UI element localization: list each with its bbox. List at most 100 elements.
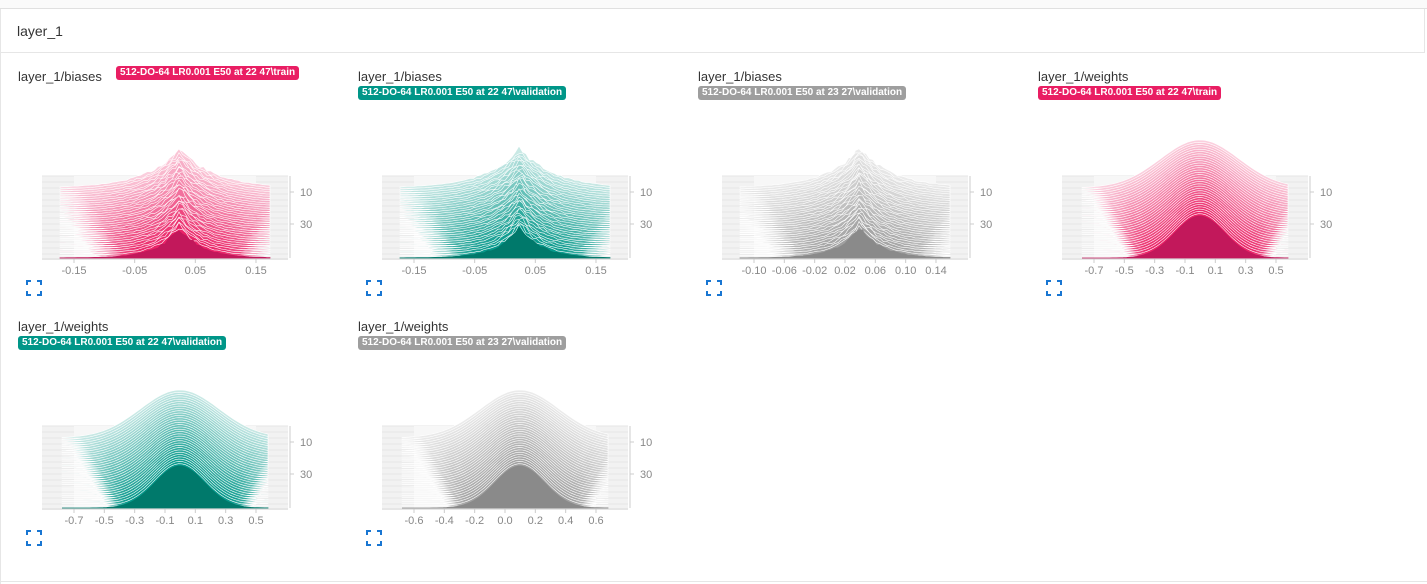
histogram-slice	[739, 222, 951, 252]
y-tick-label: 30	[1320, 219, 1332, 231]
histogram-slice	[739, 215, 951, 248]
x-tick-label: -0.4	[435, 515, 454, 527]
fullscreen-icon[interactable]	[366, 530, 382, 546]
y-tick-label: 30	[300, 469, 312, 481]
x-tick-label: 0.6	[588, 515, 603, 527]
top-strip	[0, 0, 1427, 9]
x-tick-label: -0.3	[1145, 265, 1164, 277]
histogram-card: layer_1/weights 512-DO-64 LR0.001 E50 at…	[1038, 69, 1358, 309]
histogram-slice	[399, 226, 611, 259]
histogram-chart: -0.10 -0.06 -0.02 0.02 0.06 0.10 0.14 10 30	[722, 148, 992, 277]
y-tick-label: 10	[640, 187, 652, 199]
y-tick-label: 30	[640, 219, 652, 231]
histogram-chart: -0.15 -0.05 0.05 0.15 10 30	[42, 148, 312, 277]
group-title: layer_1	[17, 23, 63, 39]
histogram-card: layer_1/weights 512-DO-64 LR0.001 E50 at…	[358, 319, 678, 559]
x-tick-label: 0.5	[248, 515, 263, 527]
run-badge: 512-DO-64 LR0.001 E50 at 23 27\validatio…	[698, 86, 907, 100]
histogram-slice	[402, 465, 609, 509]
histogram-slice	[739, 229, 951, 259]
histogram-slice	[739, 199, 951, 235]
histogram-chart: -0.15 -0.05 0.05 0.15 10 30	[382, 145, 652, 277]
x-tick-label: -0.15	[401, 265, 426, 277]
histogram-slice	[59, 213, 271, 244]
histogram-slice	[62, 465, 269, 509]
x-tick-label: -0.02	[802, 265, 827, 277]
y-tick-label: 10	[640, 437, 652, 449]
histogram-slice	[399, 182, 611, 221]
histogram-slice	[59, 230, 271, 259]
histogram-slice	[399, 224, 611, 255]
tag-group-header[interactable]: layer_1	[0, 9, 1425, 53]
card-title: layer_1/weights	[358, 319, 449, 334]
x-tick-label: -0.2	[465, 515, 484, 527]
x-tick-label: 0.15	[245, 265, 266, 277]
y-tick-label: 30	[300, 219, 312, 231]
y-tick-label: 30	[980, 219, 992, 231]
fullscreen-icon[interactable]	[26, 280, 42, 296]
histogram-slice	[739, 207, 951, 242]
y-tick-label: 10	[300, 437, 312, 449]
x-tick-label: 0.4	[558, 515, 573, 527]
run-badge: 512-DO-64 LR0.001 E50 at 22 47\train	[1038, 86, 1222, 100]
histogram-slice	[59, 202, 271, 238]
x-tick-label: 0.0	[497, 515, 512, 527]
histogram-card: layer_1/biases 512-DO-64 LR0.001 E50 at …	[358, 69, 678, 309]
run-badge: 512-DO-64 LR0.001 E50 at 22 47\train	[116, 66, 300, 80]
x-tick-label: -0.7	[65, 515, 84, 527]
card-title: layer_1/biases	[358, 69, 442, 84]
histogram-slice	[59, 221, 271, 252]
x-tick-label: -0.7	[1085, 265, 1104, 277]
run-badge: 512-DO-64 LR0.001 E50 at 22 47\validatio…	[358, 86, 567, 100]
histogram-card: layer_1/biases 512-DO-64 LR0.001 E50 at …	[18, 66, 338, 309]
x-tick-label: 0.10	[895, 265, 916, 277]
x-tick-label: 0.14	[925, 265, 946, 277]
card-title: layer_1/biases	[18, 69, 102, 84]
histogram-slice	[739, 225, 951, 257]
histogram-slice	[59, 200, 271, 235]
x-tick-label: -0.3	[125, 515, 144, 527]
x-tick-label: 0.02	[834, 265, 855, 277]
x-tick-label: 0.5	[1268, 265, 1283, 277]
histogram-slice	[399, 222, 611, 252]
y-tick-label: 30	[640, 469, 652, 481]
histogram-slice	[59, 217, 271, 250]
x-tick-label: -0.10	[741, 265, 766, 277]
histogram-card: layer_1/biases 512-DO-64 LR0.001 E50 at …	[698, 69, 1018, 309]
y-tick-label: 10	[1320, 187, 1332, 199]
histogram-chart: -0.7 -0.5 -0.3 -0.1 0.1 0.3 0.5 10 30	[42, 389, 312, 527]
x-tick-label: -0.1	[1176, 265, 1195, 277]
card-title: layer_1/weights	[1038, 69, 1129, 84]
x-tick-label: -0.6	[405, 515, 424, 527]
x-tick-label: 0.05	[185, 265, 206, 277]
x-tick-label: -0.06	[772, 265, 797, 277]
histogram-slice	[399, 192, 611, 229]
histogram-slice	[59, 228, 271, 257]
card-title: layer_1/biases	[698, 69, 782, 84]
histogram-slice	[59, 208, 271, 242]
x-tick-label: 0.1	[188, 515, 203, 527]
x-tick-label: 0.2	[528, 515, 543, 527]
fullscreen-icon[interactable]	[1046, 280, 1062, 296]
fullscreen-icon[interactable]	[366, 280, 382, 296]
histogram-slice	[739, 211, 951, 244]
histogram-slice	[1082, 215, 1289, 259]
bottom-divider	[0, 581, 1427, 582]
card-title: layer_1/weights	[18, 319, 109, 334]
x-tick-label: 0.3	[218, 515, 233, 527]
x-tick-label: -0.15	[61, 265, 86, 277]
x-tick-label: -0.05	[462, 265, 487, 277]
x-tick-label: -0.1	[156, 515, 175, 527]
run-badge: 512-DO-64 LR0.001 E50 at 23 27\validatio…	[358, 336, 567, 350]
x-tick-label: -0.5	[1115, 265, 1134, 277]
x-tick-label: 0.3	[1238, 265, 1253, 277]
histogram-chart: -0.6 -0.4 -0.2 0.0 0.2 0.4 0.6 10 30	[382, 389, 652, 527]
fullscreen-icon[interactable]	[706, 280, 722, 296]
histogram-card: layer_1/weights 512-DO-64 LR0.001 E50 at…	[18, 319, 338, 559]
card-grid: layer_1/biases 512-DO-64 LR0.001 E50 at …	[0, 53, 1427, 584]
fullscreen-icon[interactable]	[26, 530, 42, 546]
x-tick-label: -0.5	[95, 515, 114, 527]
x-tick-label: 0.05	[525, 265, 546, 277]
y-tick-label: 10	[300, 187, 312, 199]
y-tick-label: 10	[980, 187, 992, 199]
